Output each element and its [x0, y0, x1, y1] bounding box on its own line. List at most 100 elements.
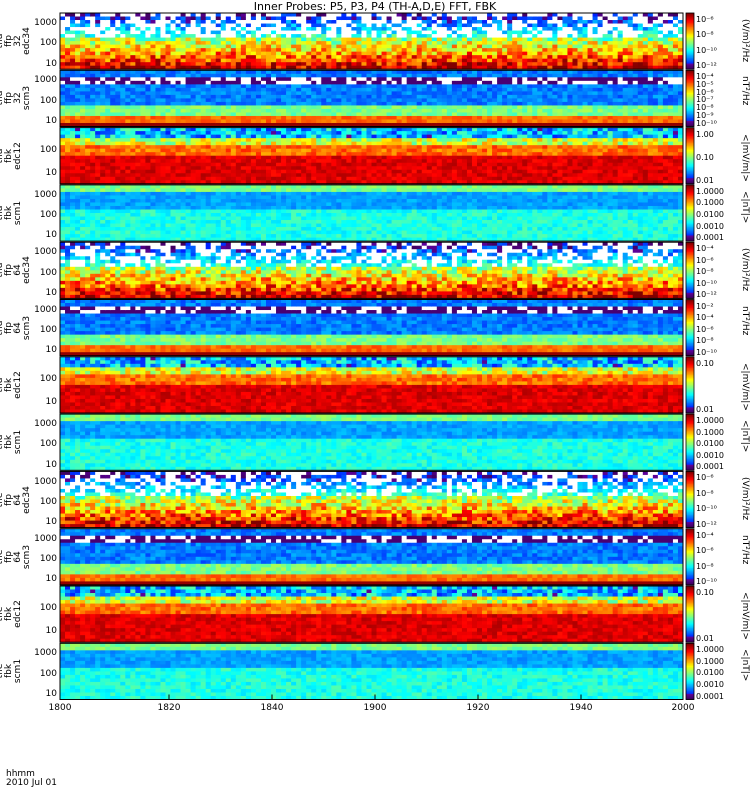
spectral-cell — [140, 101, 146, 106]
spectral-cell — [451, 112, 458, 117]
spectral-cell — [492, 58, 498, 63]
spectral-cell — [85, 77, 91, 82]
spectral-cell — [100, 122, 106, 127]
spectral-cell — [291, 176, 297, 181]
spectral-cell — [677, 84, 684, 89]
spectral-cell — [100, 30, 106, 35]
spectral-cell — [75, 141, 81, 146]
spectral-cell — [507, 62, 513, 67]
spectral-cell — [502, 58, 508, 63]
spectral-cell — [662, 119, 669, 124]
spectral-cell — [185, 13, 192, 17]
spectral-cell — [190, 148, 197, 153]
spectral-cell — [160, 152, 166, 157]
spectral-cell — [105, 145, 111, 150]
spectral-cell — [672, 44, 679, 49]
spectral-cell — [537, 77, 543, 82]
spectral-cell — [230, 127, 237, 132]
spectral-cell — [115, 155, 121, 160]
spectral-cell — [331, 20, 337, 24]
spectral-cell — [587, 80, 593, 85]
spectral-cell — [245, 30, 252, 35]
spectral-cell — [306, 98, 312, 103]
spectral-cell — [482, 58, 488, 63]
spectral-cell — [502, 115, 508, 120]
spectral-cell — [451, 51, 458, 56]
spectral-cell — [512, 80, 518, 85]
spectral-cell — [502, 34, 508, 38]
spectral-cell — [336, 30, 342, 35]
spectral-cell — [456, 70, 463, 75]
spectral-cell — [557, 87, 563, 92]
spectral-cell — [482, 55, 488, 60]
spectral-cell — [225, 131, 232, 136]
spectral-cell — [100, 80, 106, 85]
spectral-cell — [622, 98, 629, 103]
spectral-cell — [291, 73, 297, 78]
spectral-cell — [356, 73, 362, 78]
spectral-cell — [331, 159, 337, 164]
spectral-cell — [276, 166, 282, 171]
spectral-cell — [250, 51, 257, 56]
spectral-cell — [190, 51, 197, 56]
spectral-cell — [90, 20, 96, 24]
spectral-cell — [366, 58, 372, 63]
spectral-cell — [527, 115, 533, 120]
spectral-cell — [160, 65, 166, 70]
spectral-cell — [351, 84, 357, 89]
spectral-cell — [336, 65, 342, 70]
spectral-cell — [301, 180, 307, 185]
spectral-cell — [281, 37, 287, 42]
spectral-cell — [220, 37, 227, 42]
spectral-cell — [60, 41, 66, 46]
spectral-cell — [627, 34, 634, 38]
spectral-cell — [351, 159, 357, 164]
spectral-cell — [306, 16, 312, 21]
spectral-cell — [482, 30, 488, 35]
spectral-cell — [492, 108, 498, 113]
spectral-cell — [532, 70, 538, 75]
spectral-cell — [296, 108, 302, 113]
spectral-cell — [235, 105, 242, 110]
spectral-cell — [80, 84, 86, 89]
spectral-cell — [230, 148, 237, 153]
spectral-cell — [80, 65, 86, 70]
spectral-cell — [426, 34, 433, 38]
spectral-cell — [492, 27, 498, 31]
spectral-cell — [245, 91, 252, 96]
spectral-cell — [607, 105, 614, 110]
spectral-cell — [537, 37, 543, 42]
spectral-cell — [572, 30, 578, 35]
spectral-cell — [351, 30, 357, 35]
spectral-cell — [547, 94, 553, 99]
spectral-cell — [642, 16, 649, 21]
spectral-cell — [306, 20, 312, 24]
spectral-cell — [160, 70, 166, 75]
spectral-cell — [110, 119, 116, 124]
spectral-cell — [582, 84, 588, 89]
spectral-cell — [662, 62, 669, 67]
spectral-cell — [205, 13, 212, 17]
spectral-cell — [677, 80, 684, 85]
spectral-cell — [376, 65, 382, 70]
spectral-cell — [210, 34, 217, 38]
spectral-cell — [170, 51, 176, 56]
spectral-cell — [537, 20, 543, 24]
spectral-cell — [346, 87, 352, 92]
spectral-cell — [80, 77, 86, 82]
spectral-cell — [175, 155, 181, 160]
spectral-cell — [245, 166, 252, 171]
spectral-cell — [537, 51, 543, 56]
spectral-cell — [331, 48, 337, 53]
colorbar-swatch — [686, 87, 694, 89]
spectral-cell — [160, 55, 166, 60]
colorbar-swatch — [686, 92, 694, 95]
spectral-cell — [527, 112, 533, 117]
spectral-cell — [356, 23, 362, 28]
spectral-cell — [150, 58, 156, 63]
spectral-cell — [255, 34, 262, 38]
spectral-cell — [100, 148, 106, 153]
spectral-cell — [637, 37, 644, 42]
spectral-cell — [120, 119, 126, 124]
spectral-cell — [386, 84, 392, 89]
